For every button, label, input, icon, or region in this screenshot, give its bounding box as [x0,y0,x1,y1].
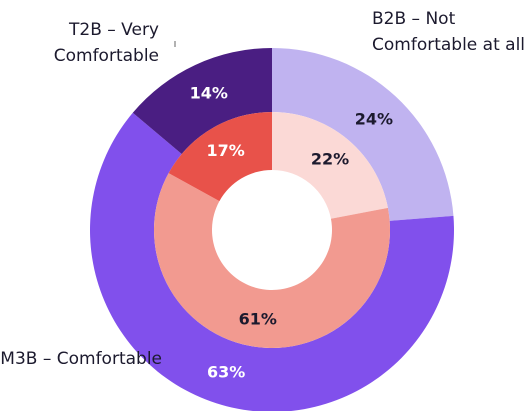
donut-segment [272,48,454,221]
donut-segment [90,112,454,411]
category-label: T2B – Very Comfortable [53,20,159,66]
value-label: 14% [190,83,228,102]
value-label: 63% [207,362,245,381]
donut-segment [132,48,272,154]
donut-segment [168,112,272,202]
category-label: M3B – Comfortable [0,349,162,369]
donut-segment [272,112,388,219]
value-label: 22% [311,149,349,168]
value-label: 17% [207,141,245,160]
value-label: 24% [355,109,393,128]
donut-segment [153,173,390,349]
category-label: B2B – Not Comfortable at all [372,9,526,55]
value-label: 61% [239,309,277,328]
